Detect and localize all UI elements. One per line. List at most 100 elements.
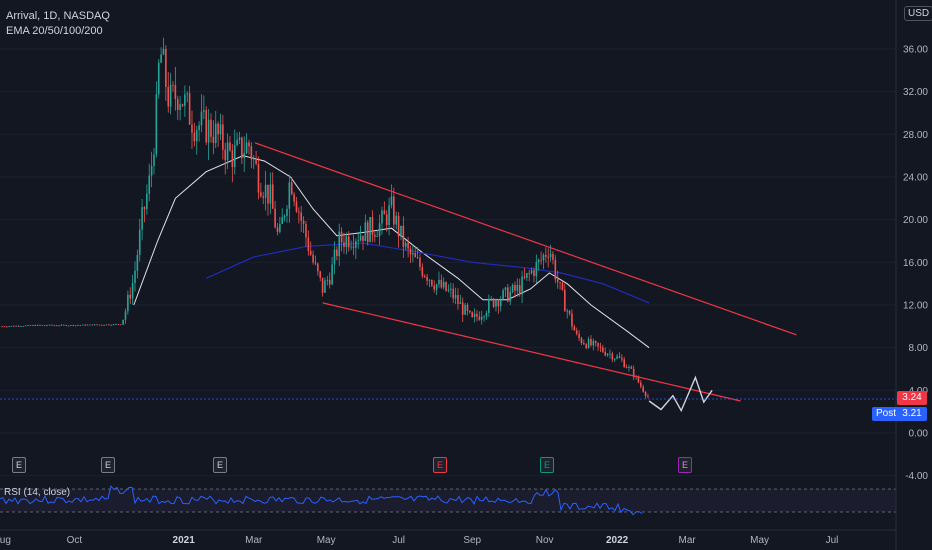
candle-body bbox=[55, 325, 58, 327]
candle-body bbox=[587, 339, 590, 348]
candle-body bbox=[271, 184, 274, 209]
candle-body bbox=[264, 184, 267, 198]
rsi-title[interactable]: RSI (14, close) bbox=[4, 487, 71, 498]
candle-body bbox=[17, 325, 20, 327]
candle-body bbox=[359, 235, 362, 241]
candle-body bbox=[357, 240, 360, 242]
candle-body bbox=[1, 326, 3, 328]
candle-body bbox=[423, 275, 426, 277]
candle-body bbox=[321, 277, 324, 293]
symbol-title[interactable]: Arrival, 1D, NASDAQ bbox=[6, 10, 110, 22]
candle-body bbox=[252, 158, 255, 160]
candle-body bbox=[440, 279, 443, 288]
earnings-marker[interactable]: E bbox=[678, 457, 692, 473]
projection-path[interactable] bbox=[648, 375, 713, 413]
earnings-marker[interactable]: E bbox=[433, 457, 447, 473]
candle-body bbox=[381, 210, 383, 224]
candle-body bbox=[205, 110, 208, 143]
candle-body bbox=[613, 358, 616, 360]
candle-body bbox=[96, 324, 98, 326]
candle-body bbox=[599, 346, 602, 348]
candle-body bbox=[238, 137, 241, 140]
candle-body bbox=[461, 302, 464, 315]
candle-body bbox=[91, 324, 94, 326]
trendline bbox=[322, 302, 741, 402]
candle-body bbox=[131, 282, 134, 299]
candle-body bbox=[169, 84, 172, 107]
candle-body bbox=[642, 386, 645, 392]
candle-body bbox=[400, 225, 402, 237]
candle-body bbox=[110, 324, 113, 326]
candle-body bbox=[428, 279, 431, 281]
candle-body bbox=[594, 340, 597, 343]
candle-body bbox=[362, 235, 364, 242]
earnings-marker[interactable]: E bbox=[213, 457, 227, 473]
candle-body bbox=[243, 153, 246, 158]
candle-body bbox=[371, 217, 374, 235]
candle-body bbox=[409, 248, 412, 255]
time-tick-label: May bbox=[317, 535, 336, 546]
trendlines[interactable] bbox=[254, 142, 797, 402]
candle-body bbox=[547, 256, 550, 258]
candle-body bbox=[426, 276, 428, 281]
candle-body bbox=[295, 201, 298, 212]
candle-body bbox=[162, 48, 165, 55]
candle-body bbox=[528, 273, 531, 274]
candle-body bbox=[98, 324, 101, 326]
candle-body bbox=[136, 255, 139, 271]
candle-body bbox=[419, 257, 421, 267]
candle-body bbox=[333, 249, 336, 265]
candle-body bbox=[407, 242, 409, 249]
candle-body bbox=[41, 325, 44, 326]
candle-body bbox=[153, 154, 155, 167]
candle-body bbox=[20, 326, 22, 327]
candle-body bbox=[43, 325, 46, 326]
candle-body bbox=[146, 193, 148, 210]
candle-body bbox=[438, 279, 440, 285]
candle-body bbox=[497, 300, 500, 307]
candle-body bbox=[514, 284, 516, 291]
candle-body bbox=[100, 324, 103, 326]
candle-body bbox=[236, 139, 238, 146]
candle-body bbox=[457, 295, 459, 304]
candle-body bbox=[331, 264, 333, 285]
candle-body bbox=[450, 288, 452, 290]
candle-body bbox=[279, 223, 281, 232]
earnings-marker[interactable]: E bbox=[540, 457, 554, 473]
time-tick-label: 2021 bbox=[173, 535, 196, 546]
candle-body bbox=[609, 353, 611, 355]
candle-body bbox=[509, 291, 512, 302]
candle-body bbox=[70, 325, 72, 326]
candle-body bbox=[72, 325, 75, 326]
indicator-title[interactable]: EMA 20/50/100/200 bbox=[6, 25, 103, 37]
currency-button[interactable]: USD bbox=[904, 6, 932, 21]
earnings-marker[interactable]: E bbox=[101, 457, 115, 473]
candle-body bbox=[632, 368, 635, 378]
candle-body bbox=[592, 340, 595, 346]
candle-body bbox=[36, 324, 39, 326]
candle-body bbox=[77, 325, 79, 327]
candle-body bbox=[583, 343, 585, 345]
candle-body bbox=[521, 276, 523, 295]
candle-body bbox=[62, 324, 65, 326]
candle-body bbox=[533, 270, 535, 277]
candle-body bbox=[191, 124, 193, 133]
candle-body bbox=[157, 62, 160, 95]
candle-body bbox=[138, 229, 141, 256]
candle-body bbox=[597, 342, 599, 347]
time-axis[interactable]: Aug Oct 2021 Mar May Jul Sep Nov 2022 Mar May Jul bbox=[0, 535, 838, 546]
candle-body bbox=[286, 208, 288, 216]
candle-body bbox=[317, 263, 319, 272]
candle-body bbox=[134, 270, 136, 283]
candle-body bbox=[67, 325, 70, 327]
earnings-marker[interactable]: E bbox=[12, 457, 26, 473]
candle-body bbox=[222, 124, 224, 150]
candle-body bbox=[115, 324, 117, 325]
price-tick-label: 12.00 bbox=[903, 301, 928, 312]
candle-body bbox=[250, 146, 253, 160]
candle-body bbox=[571, 313, 573, 327]
candle-body bbox=[290, 182, 293, 195]
candle-body bbox=[388, 205, 390, 226]
candle-body bbox=[402, 225, 405, 247]
